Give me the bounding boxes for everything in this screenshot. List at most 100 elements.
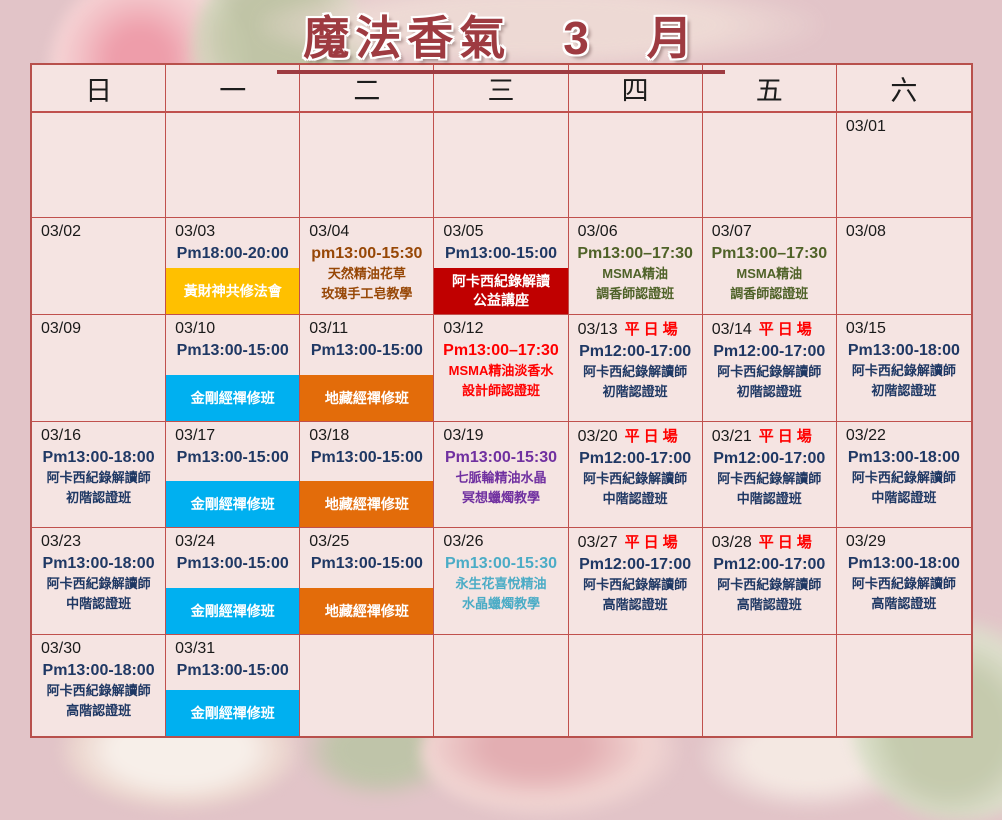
event-text-line: 調香師認證班 [730, 286, 809, 301]
event-time: Pm13:00–17:30 [577, 245, 693, 262]
day-cell-empty [837, 635, 971, 736]
weekday-session-tag: 平日場 [624, 427, 682, 445]
date-label: 03/28 [711, 534, 752, 551]
date-row: 03/11 [300, 315, 433, 339]
highlighted-event-band: 金剛經禪修班 [166, 690, 300, 736]
event-text-line: 金剛經禪修班 [190, 602, 275, 619]
event-time: pm13:00-15:30 [311, 245, 423, 262]
event-text-line: 黃財神共修法會 [183, 282, 282, 299]
event-time: Pm13:00-15:00 [310, 342, 423, 359]
event-time: Pm13:00-18:00 [42, 555, 155, 572]
event-text-line: 初階認證班 [736, 384, 802, 399]
day-cell-03-27: 03/27 平日場 Pm12:00-17:00 阿卡西紀錄解讀師 高階認證班 [568, 528, 703, 635]
day-cell-03-23: 03/23 Pm13:00-18:00 阿卡西紀錄解讀師 中階認證班 [32, 528, 167, 635]
event-text-line: 阿卡西紀錄解讀師 [46, 683, 151, 698]
event-text-line: 高階認證班 [602, 597, 668, 612]
date-label: 03/04 [309, 223, 350, 240]
date-label: 03/07 [711, 223, 752, 240]
event-text-line: 阿卡西紀錄解讀師 [583, 577, 688, 592]
date-row: 03/24 [166, 528, 299, 552]
date-label: 03/16 [41, 427, 82, 444]
date-row: 03/26 [434, 528, 567, 552]
day-cell-empty [166, 113, 301, 218]
date-row: 03/02 [32, 218, 165, 242]
date-row: 03/20 平日場 [569, 422, 702, 447]
event-text-line: 地藏經禪修班 [324, 495, 409, 512]
event-time: Pm12:00-17:00 [579, 556, 692, 573]
event-time: Pm12:00-17:00 [579, 450, 692, 467]
date-label: 03/27 [577, 534, 618, 551]
event-text-line: 冥想蠟燭教學 [461, 490, 540, 505]
weekday-header-5: 五 [702, 65, 837, 113]
event-time: Pm13:00–17:30 [443, 342, 559, 359]
event-time: Pm12:00-17:00 [713, 556, 826, 573]
date-label: 03/03 [175, 223, 216, 240]
event-time: Pm13:00-18:00 [847, 555, 960, 572]
event-text-line: 阿卡西紀錄解讀師 [583, 471, 688, 486]
date-label: 03/30 [41, 640, 82, 657]
day-cell-03-30: 03/30 Pm13:00-18:00 阿卡西紀錄解讀師 高階認證班 [32, 635, 167, 736]
date-row: 03/27 平日場 [569, 528, 702, 553]
date-row: 03/01 [837, 113, 971, 137]
date-row: 03/07 [703, 218, 836, 242]
event-text-line: 阿卡西紀錄解讀師 [46, 576, 151, 591]
event-text-line: 阿卡西紀錄解讀師 [717, 364, 822, 379]
date-row: 03/21 平日場 [703, 422, 836, 447]
event-text-line: 公益講座 [472, 292, 529, 308]
event-text-line: 永生花喜悅精油 [455, 576, 547, 591]
event-text-line: 七脈輪精油水晶 [455, 470, 547, 485]
event-time: Pm13:00-15:00 [310, 555, 423, 572]
event-time: Pm13:00-15:00 [444, 245, 558, 262]
day-cell-03-04: 03/04 pm13:00-15:30 天然精油花草 玫瑰手工皂教學 [300, 218, 435, 315]
weekday-session-tag: 平日場 [758, 320, 816, 338]
highlighted-event-band: 金剛經禪修班 [166, 481, 300, 527]
event-text-line: 阿卡西紀錄解讀師 [851, 470, 956, 485]
event-time: Pm13:00-15:00 [176, 662, 289, 679]
date-label: 03/25 [309, 533, 350, 550]
date-row: 03/03 [166, 218, 299, 242]
event-text-line: 阿卡西紀錄解讀 [451, 273, 550, 289]
day-cell-empty [569, 635, 703, 736]
date-label: 03/06 [577, 223, 618, 240]
date-label: 03/18 [309, 427, 350, 444]
date-label: 03/19 [443, 427, 484, 444]
event-time: Pm13:00-15:30 [444, 555, 558, 572]
event-time: Pm13:00-15:00 [176, 555, 289, 572]
event-text-line: 阿卡西紀錄解讀師 [46, 470, 151, 485]
date-row: 03/04 [300, 218, 433, 242]
event-text-line: 阿卡西紀錄解讀師 [717, 577, 822, 592]
day-cell-empty [434, 635, 569, 736]
date-row: 03/16 [32, 422, 165, 446]
event-text-line: MSMA精油 [736, 266, 803, 281]
event-text-line: 高階認證班 [66, 703, 132, 718]
day-cell-03-16: 03/16 Pm13:00-18:00 阿卡西紀錄解讀師 初階認證班 [32, 422, 167, 528]
event-text-line: 玫瑰手工皂教學 [321, 286, 413, 301]
day-cell-empty [703, 635, 837, 736]
event-text-line: 天然精油花草 [327, 266, 406, 281]
event-time: Pm18:00-20:00 [176, 245, 289, 262]
highlighted-event-band: 地藏經禪修班 [300, 588, 434, 634]
date-row: 03/22 [837, 422, 971, 446]
event-text-line: 阿卡西紀錄解讀師 [583, 364, 688, 379]
date-label: 03/02 [41, 223, 82, 240]
day-cell-03-06: 03/06 Pm13:00–17:30 MSMA精油 調香師認證班 [568, 218, 703, 315]
date-label: 03/12 [443, 320, 484, 337]
date-row: 03/13 平日場 [569, 315, 702, 340]
event-text-line: 地藏經禪修班 [324, 389, 409, 406]
date-label: 03/23 [41, 533, 82, 550]
day-cell-empty [702, 113, 837, 218]
event-text-line: 初階認證班 [871, 383, 937, 398]
weekday-header-3: 三 [434, 65, 569, 113]
day-cell-03-18: 03/18 Pm13:00-15:00 地藏經禪修班 [300, 422, 435, 528]
event-text-line: 金剛經禪修班 [190, 389, 275, 406]
event-text-line: 中階認證班 [736, 491, 802, 506]
day-cell-03-14: 03/14 平日場 Pm12:00-17:00 阿卡西紀錄解讀師 初階認證班 [702, 315, 837, 422]
event-text-line: 設計師認證班 [461, 383, 540, 398]
event-time: Pm13:00-18:00 [42, 449, 155, 466]
date-label: 03/26 [443, 533, 484, 550]
weekday-header-6: 六 [836, 65, 971, 113]
date-label: 03/10 [175, 320, 216, 337]
event-time: Pm13:00-15:00 [176, 342, 289, 359]
date-row: 03/15 [837, 315, 971, 339]
event-text-line: MSMA精油淡香水 [448, 363, 554, 378]
